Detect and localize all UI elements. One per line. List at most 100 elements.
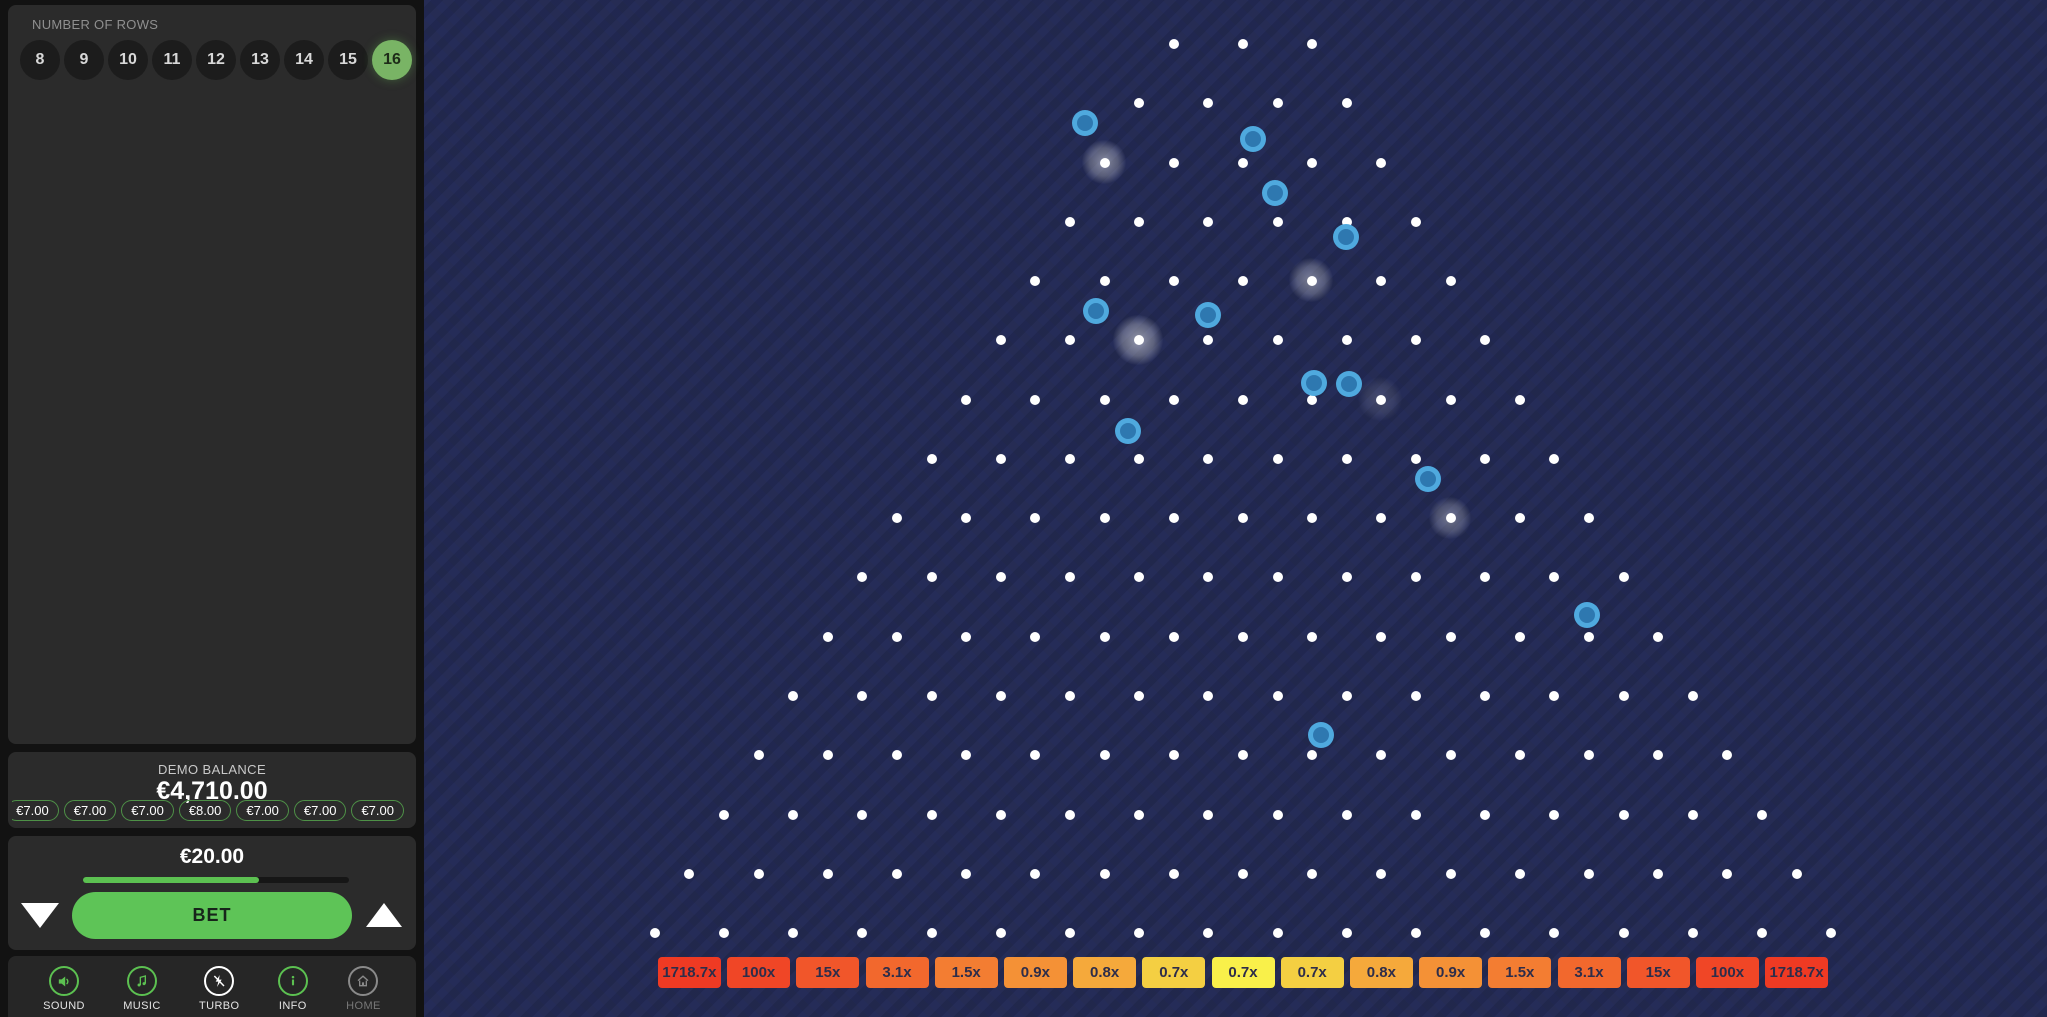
peg bbox=[1203, 690, 1214, 701]
peg bbox=[1341, 572, 1352, 583]
plinko-ball bbox=[1301, 370, 1327, 396]
peg bbox=[1065, 809, 1075, 820]
peg bbox=[1099, 513, 1110, 524]
rows-option-16[interactable]: 16 bbox=[372, 40, 412, 80]
peg bbox=[1584, 631, 1594, 642]
peg bbox=[1203, 572, 1214, 583]
bet-history-chips: €7.00 €7.00 €7.00 €8.00 €7.00 €7.00 €7.00 bbox=[12, 800, 404, 821]
peg bbox=[926, 809, 937, 820]
peg bbox=[1757, 928, 1767, 939]
peg bbox=[1030, 750, 1041, 761]
peg bbox=[1757, 809, 1767, 820]
peg bbox=[1514, 513, 1525, 524]
peg bbox=[1549, 809, 1560, 820]
peg bbox=[1168, 631, 1179, 642]
peg bbox=[1445, 276, 1456, 287]
multiplier-slot: 100x bbox=[727, 957, 791, 988]
peg bbox=[822, 868, 833, 879]
rows-option-12[interactable]: 12 bbox=[196, 40, 236, 80]
peg bbox=[1549, 572, 1560, 583]
peg bbox=[1030, 631, 1041, 642]
sound-button[interactable]: SOUND bbox=[37, 956, 91, 1013]
peg bbox=[1445, 868, 1456, 879]
bet-history-chip: €8.00 bbox=[178, 800, 232, 821]
peg bbox=[995, 572, 1006, 583]
peg bbox=[684, 868, 695, 879]
peg bbox=[1687, 690, 1698, 701]
turbo-button[interactable]: INFO TURBO bbox=[193, 956, 246, 1013]
peg bbox=[1030, 513, 1041, 524]
peg bbox=[649, 928, 660, 939]
rows-option-13[interactable]: 13 bbox=[240, 40, 280, 80]
peg bbox=[1134, 216, 1145, 227]
peg bbox=[1168, 39, 1179, 49]
peg bbox=[1168, 157, 1179, 168]
peg bbox=[1514, 868, 1525, 879]
peg bbox=[1376, 868, 1387, 879]
peg bbox=[1341, 809, 1352, 820]
multiplier-slot: 0.8x bbox=[1349, 957, 1413, 988]
plinko-ball bbox=[1574, 602, 1600, 628]
peg bbox=[753, 750, 764, 761]
multiplier-slot: 1718.7x bbox=[1765, 957, 1829, 988]
peg bbox=[788, 690, 799, 701]
peg bbox=[1584, 750, 1594, 761]
peg bbox=[1514, 631, 1525, 642]
peg bbox=[892, 750, 902, 761]
bet-history-chip: €7.00 bbox=[351, 800, 404, 821]
info-icon bbox=[277, 966, 308, 996]
peg bbox=[1134, 809, 1145, 820]
rows-option-11[interactable]: 11 bbox=[152, 40, 192, 80]
peg bbox=[1376, 513, 1387, 524]
info-button[interactable]: INFO bbox=[272, 956, 314, 1013]
home-button[interactable]: HOME bbox=[340, 956, 387, 1013]
peg bbox=[1272, 335, 1283, 346]
peg bbox=[1653, 868, 1664, 879]
rows-option-15[interactable]: 15 bbox=[328, 40, 368, 80]
peg bbox=[1376, 631, 1387, 642]
peg bbox=[1445, 750, 1456, 761]
peg bbox=[961, 868, 972, 879]
lightning-off-icon bbox=[204, 966, 235, 996]
rows-option-8[interactable]: 8 bbox=[20, 40, 60, 80]
bet-panel: €20.00 BET bbox=[8, 836, 416, 950]
bet-increase-button[interactable] bbox=[352, 902, 416, 928]
peg bbox=[995, 690, 1006, 701]
rows-option-10[interactable]: 10 bbox=[108, 40, 148, 80]
peg bbox=[857, 809, 868, 820]
multiplier-slot: 0.9x bbox=[1003, 957, 1067, 988]
rows-option-9[interactable]: 9 bbox=[64, 40, 104, 80]
peg bbox=[1687, 809, 1698, 820]
music-button[interactable]: MUSIC bbox=[117, 956, 166, 1013]
plinko-ball bbox=[1240, 126, 1266, 152]
peg bbox=[1653, 631, 1664, 642]
triangle-up-icon bbox=[366, 903, 402, 927]
rows-label: NUMBER OF ROWS bbox=[32, 17, 159, 32]
rows-option-14[interactable]: 14 bbox=[284, 40, 324, 80]
bet-button[interactable]: BET bbox=[72, 891, 352, 939]
peg bbox=[1480, 335, 1491, 346]
peg bbox=[1618, 809, 1629, 820]
plinko-ball-core bbox=[1306, 375, 1322, 391]
triangle-down-icon bbox=[21, 902, 59, 928]
peg bbox=[1238, 868, 1248, 879]
peg bbox=[1272, 809, 1283, 820]
peg bbox=[788, 928, 799, 939]
peg bbox=[961, 750, 972, 761]
peg bbox=[1099, 631, 1110, 642]
peg bbox=[1376, 750, 1387, 761]
peg bbox=[1341, 690, 1352, 701]
bet-decrease-button[interactable] bbox=[8, 902, 72, 929]
peg bbox=[995, 809, 1006, 820]
plinko-ball-core bbox=[1077, 115, 1093, 131]
peg bbox=[719, 809, 729, 820]
peg bbox=[1030, 394, 1041, 405]
peg bbox=[1238, 394, 1248, 405]
plinko-ball-core bbox=[1200, 307, 1216, 323]
peg bbox=[995, 928, 1006, 939]
peg bbox=[1099, 276, 1110, 287]
peg bbox=[1341, 216, 1352, 227]
peg bbox=[1445, 631, 1456, 642]
bet-slider[interactable] bbox=[83, 877, 349, 883]
peg bbox=[1134, 690, 1145, 701]
